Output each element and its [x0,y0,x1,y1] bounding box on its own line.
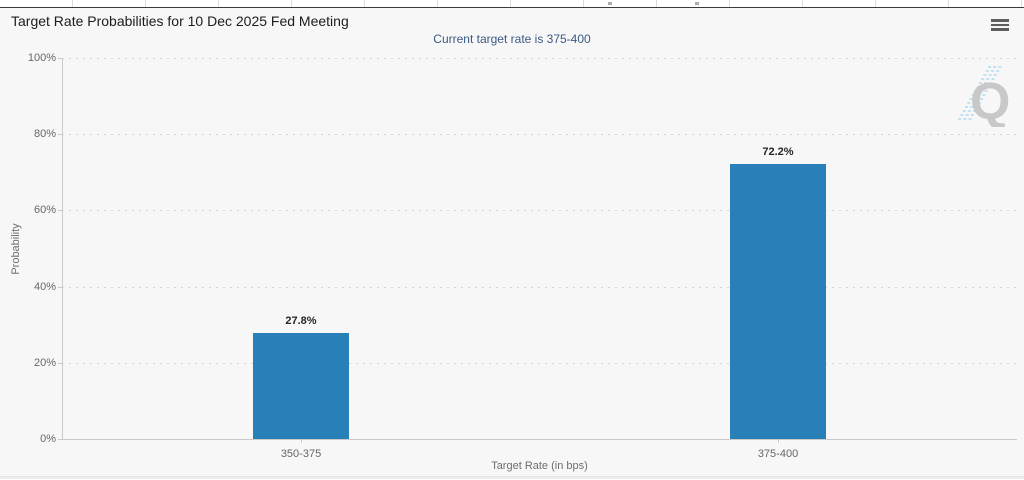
y-tick-mark [58,363,62,364]
panel-bottom-edge [0,476,1024,479]
hamburger-icon [991,23,1009,27]
y-axis-title: Probability [10,223,22,275]
y-gridline-40% [62,287,1017,288]
y-tick-mark [58,287,62,288]
hamburger-icon [991,28,1009,31]
plot-area: Probability Target Rate (in bps) 0% 20% 40… [0,8,1024,480]
chart-title: Target Rate Probabilities for 10 Dec 202… [11,13,349,29]
cropped-tab-row[interactable] [0,0,1024,7]
y-tick-label: 0% [40,433,56,445]
x-axis-title: Target Rate (in bps) [491,460,588,472]
y-tick-label: 20% [33,357,56,369]
y-gridline-20% [62,363,1017,364]
y-tick-label: 40% [33,281,56,293]
chart-export-menu-button[interactable] [991,17,1011,33]
x-category-label: 375-400 [757,448,799,460]
y-tick-mark [58,58,62,59]
x-axis-line [62,439,1017,440]
tab-glyph-fragment [608,2,612,5]
x-tick-mark [301,439,302,443]
tab-glyph-fragment [695,2,699,5]
bar-375-400[interactable] [730,164,826,439]
y-tick-mark [58,210,62,211]
fedwatch-chart-panel: Target Rate Probabilities for 10 Dec 202… [0,7,1024,479]
bar-350-375[interactable] [253,333,349,439]
y-tick-label: 100% [27,52,56,64]
y-gridline-100% [62,58,1017,59]
x-tick-mark [778,439,779,443]
y-tick-label: 60% [33,204,56,216]
y-tick-mark [58,134,62,135]
quikstrike-watermark-logo: Q [958,66,1010,127]
y-tick-label: 80% [33,128,56,140]
svg-text:Q: Q [970,73,1010,127]
bar-value-label: 27.8% [285,315,317,327]
y-tick-mark [58,439,62,440]
y-gridline-60% [62,210,1017,211]
chart-subtitle: Current target rate is 375-400 [433,32,591,46]
hamburger-icon [991,19,1009,22]
y-gridline-80% [62,134,1017,135]
x-category-label: 350-375 [280,448,322,460]
bar-value-label: 72.2% [762,146,794,158]
y-axis-line [62,58,63,440]
